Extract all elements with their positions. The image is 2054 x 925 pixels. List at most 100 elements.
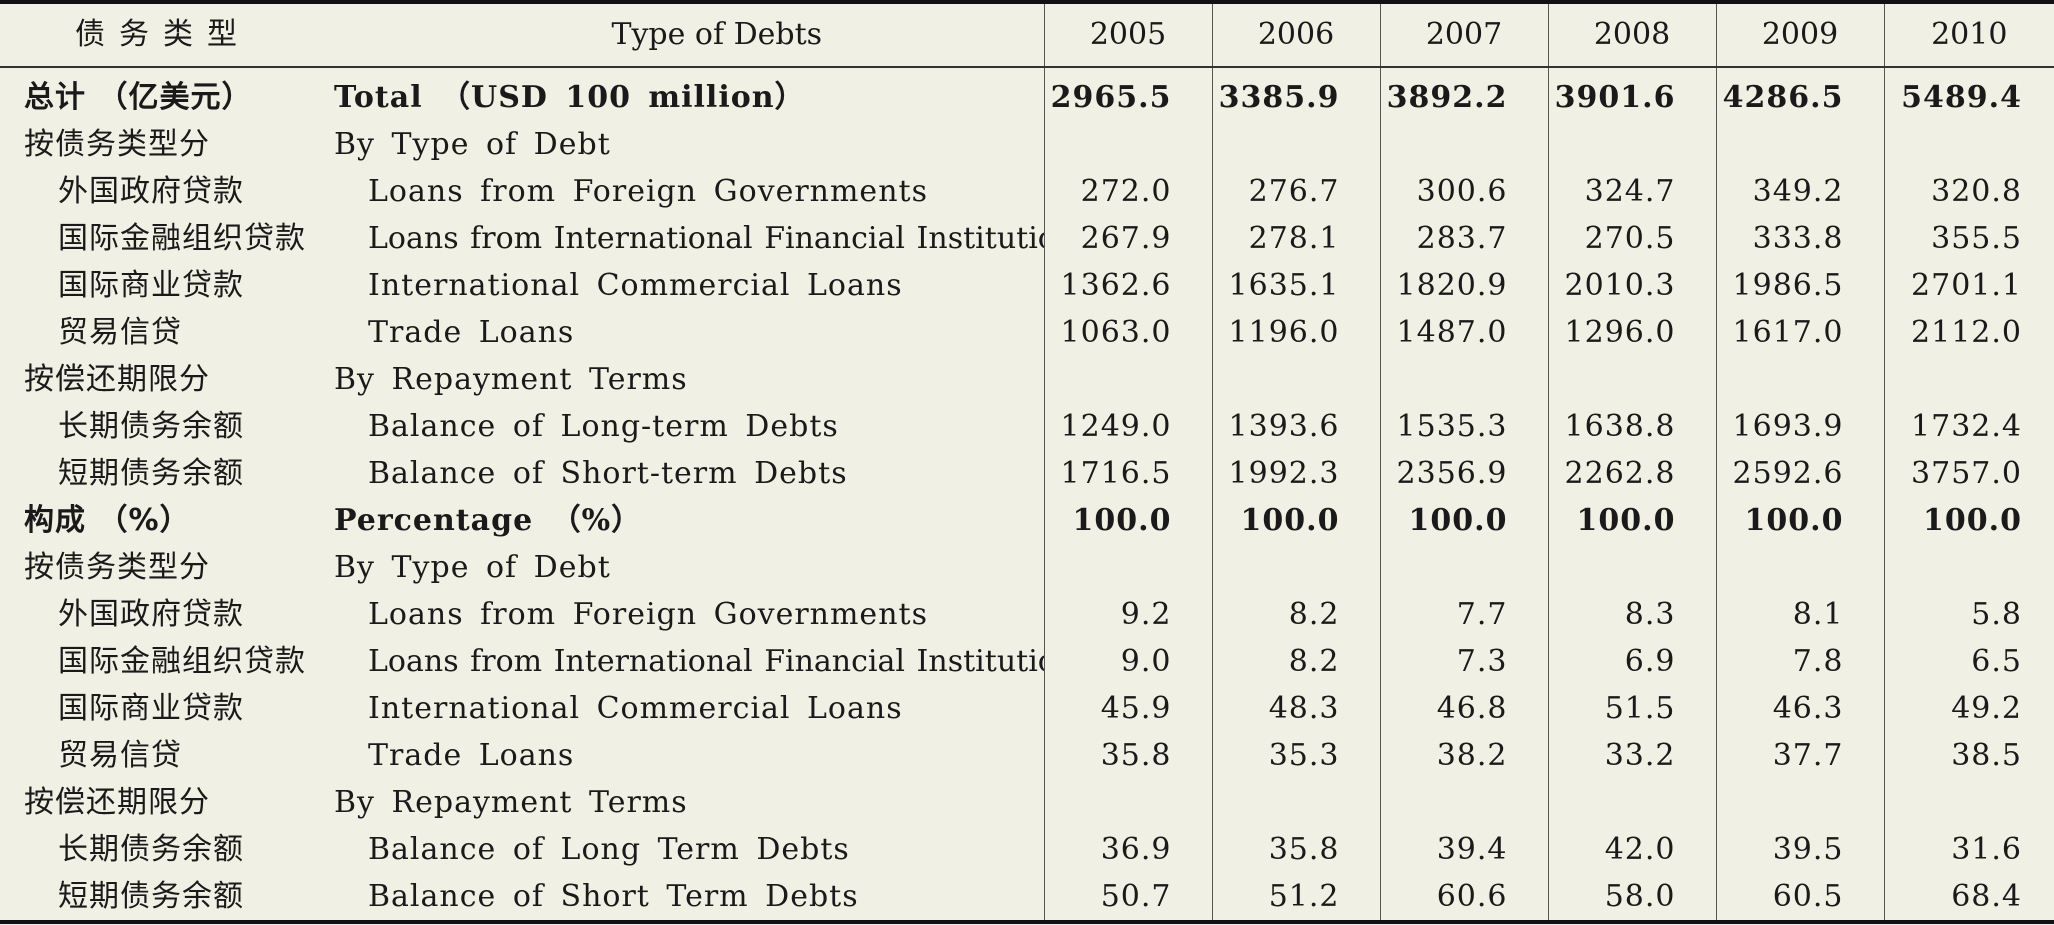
table-row: 贸易信贷 Trade Loans 35.8 35.3 38.2 33.2 37.7 38.5: [0, 732, 2054, 779]
value-cell: [1211, 544, 1380, 591]
value-cell: 60.5: [1715, 873, 1884, 922]
table-row: 国际金融组织贷款 Loans from International Financi…: [0, 215, 2054, 262]
value-cell: 8.1: [1715, 591, 1884, 638]
value-cell: 100.0: [1211, 497, 1380, 544]
value-cell: 31.6: [1883, 826, 2054, 873]
value-cell: [1715, 544, 1884, 591]
value-cell: 100.0: [1715, 497, 1884, 544]
value-cell: 333.8: [1715, 215, 1884, 262]
value-cell: 1196.0: [1211, 309, 1380, 356]
value-cell: 267.9: [1043, 215, 1212, 262]
table-row: 国际商业贷款 International Commercial Loans 1362…: [0, 262, 2054, 309]
value-cell: [1211, 356, 1380, 403]
header-year-2009: 2009: [1715, 2, 1884, 68]
value-cell: 2010.3: [1547, 262, 1716, 309]
table-row: 外国政府贷款 Loans from Foreign Governments 272.…: [0, 168, 2054, 215]
value-cell: 1716.5: [1043, 450, 1212, 497]
row-label-en: Loans from International Financial Insti…: [368, 221, 1044, 256]
value-cell: [1043, 121, 1212, 168]
row-label-en: International Commercial Loans: [368, 268, 903, 303]
row-label-cn: 构成 （%）: [24, 503, 191, 538]
value-cell: 1249.0: [1043, 403, 1212, 450]
value-cell: [1043, 779, 1212, 826]
value-cell: 355.5: [1883, 215, 2054, 262]
row-label-cn: 按债务类型分: [24, 127, 210, 162]
value-cell: 278.1: [1211, 215, 1380, 262]
value-cell: 2356.9: [1379, 450, 1548, 497]
table-row: 外国政府贷款 Loans from Foreign Governments 9.2 8…: [0, 591, 2054, 638]
value-cell: 100.0: [1043, 497, 1212, 544]
value-cell: 35.8: [1043, 732, 1212, 779]
value-cell: 5.8: [1883, 591, 2054, 638]
row-label-en: Balance of Long Term Debts: [368, 832, 850, 867]
value-cell: 49.2: [1883, 685, 2054, 732]
table-row: 按偿还期限分 By Repayment Terms: [0, 356, 2054, 403]
row-label-cn: 外国政府贷款: [58, 597, 244, 632]
header-year-2008: 2008: [1547, 2, 1716, 68]
value-cell: 6.5: [1883, 638, 2054, 685]
value-cell: 7.8: [1715, 638, 1884, 685]
value-cell: 48.3: [1211, 685, 1380, 732]
value-cell: 8.2: [1211, 591, 1380, 638]
value-cell: [1883, 544, 2054, 591]
table-row: 短期债务余额 Balance of Short-term Debts 1716.5 1…: [0, 450, 2054, 497]
value-cell: 1986.5: [1715, 262, 1884, 309]
value-cell: 60.6: [1379, 873, 1548, 922]
value-cell: 7.3: [1379, 638, 1548, 685]
value-cell: 51.2: [1211, 873, 1380, 922]
value-cell: 33.2: [1547, 732, 1716, 779]
value-cell: 1393.6: [1211, 403, 1380, 450]
value-cell: 1635.1: [1211, 262, 1380, 309]
value-cell: 37.7: [1715, 732, 1884, 779]
header-year-2010: 2010: [1883, 2, 2054, 68]
value-cell: 36.9: [1043, 826, 1212, 873]
table-row: 按债务类型分 By Type of Debt: [0, 544, 2054, 591]
header-type-cn: 债务类型: [0, 2, 330, 68]
value-cell: 324.7: [1547, 168, 1716, 215]
value-cell: [1379, 779, 1548, 826]
value-cell: [1379, 121, 1548, 168]
row-label-en: Loans from Foreign Governments: [368, 174, 928, 209]
value-cell: 2112.0: [1883, 309, 2054, 356]
row-label-cn: 按偿还期限分: [24, 362, 210, 397]
value-cell: 5489.4: [1883, 67, 2054, 121]
table-row: 长期债务余额 Balance of Long-term Debts 1249.0 13…: [0, 403, 2054, 450]
value-cell: 35.8: [1211, 826, 1380, 873]
value-cell: 3901.6: [1547, 67, 1716, 121]
row-label-en: Loans from Foreign Governments: [368, 597, 928, 632]
value-cell: 320.8: [1883, 168, 2054, 215]
table-row: 按债务类型分 By Type of Debt: [0, 121, 2054, 168]
value-cell: 39.4: [1379, 826, 1548, 873]
value-cell: 58.0: [1547, 873, 1716, 922]
value-cell: [1379, 356, 1548, 403]
row-label-cn: 国际金融组织贷款: [58, 221, 306, 256]
value-cell: [1211, 121, 1380, 168]
value-cell: 300.6: [1379, 168, 1548, 215]
table-row: 国际商业贷款 International Commercial Loans 45.9…: [0, 685, 2054, 732]
row-label-cn: 长期债务余额: [58, 409, 244, 444]
value-cell: 2592.6: [1715, 450, 1884, 497]
row-label-en: By Repayment Terms: [334, 362, 688, 397]
value-cell: [1547, 544, 1716, 591]
value-cell: [1547, 356, 1716, 403]
row-label-en: Trade Loans: [368, 315, 575, 350]
table-row: 总计 （亿美元） Total （USD 100 million） 2965.5 338…: [0, 67, 2054, 121]
value-cell: 1732.4: [1883, 403, 2054, 450]
value-cell: 38.5: [1883, 732, 2054, 779]
row-label-en: Balance of Short Term Debts: [368, 879, 859, 914]
value-cell: 276.7: [1211, 168, 1380, 215]
value-cell: 272.0: [1043, 168, 1212, 215]
value-cell: 1617.0: [1715, 309, 1884, 356]
header-year-2007: 2007: [1379, 2, 1548, 68]
value-cell: 9.2: [1043, 591, 1212, 638]
value-cell: 100.0: [1379, 497, 1548, 544]
value-cell: 100.0: [1547, 497, 1716, 544]
value-cell: 3757.0: [1883, 450, 2054, 497]
value-cell: 1535.3: [1379, 403, 1548, 450]
row-label-cn: 贸易信贷: [58, 738, 182, 773]
value-cell: 8.3: [1547, 591, 1716, 638]
header-year-2006: 2006: [1211, 2, 1380, 68]
value-cell: 1693.9: [1715, 403, 1884, 450]
row-label-en: Loans from International Financial Insti…: [368, 644, 1044, 679]
